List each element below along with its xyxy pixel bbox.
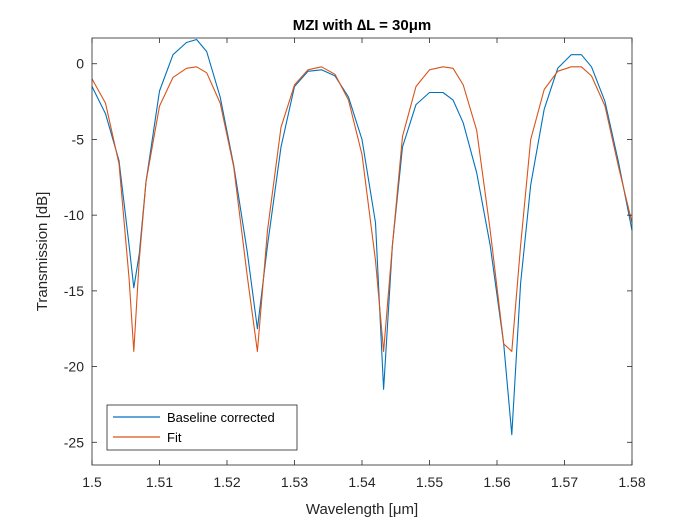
x-tick-label: 1.54 [348, 474, 375, 490]
y-tick-label: -5 [72, 131, 85, 147]
y-tick-label: -25 [64, 434, 84, 450]
x-axis-label: Wavelength [μm] [306, 501, 418, 518]
series-line-fit [91, 66, 633, 352]
y-axis-label: Transmission [dB] [34, 192, 51, 311]
x-tick-label: 1.55 [416, 474, 443, 490]
chart-title: MZI with ∆L = 30μm [293, 17, 432, 34]
x-tick-label: 1.57 [551, 474, 578, 490]
y-tick-label: 0 [76, 56, 84, 72]
axes-layer: 1.5 1.51 1.52 1.53 1.54 1.55 1.56 1.57 1.58 0 -5 -1… [64, 37, 646, 490]
legend-box [106, 404, 298, 451]
x-tick-label: 1.52 [213, 474, 240, 490]
y-tick-label: -10 [64, 207, 84, 223]
legend: Baseline corrected Fit [106, 404, 298, 451]
x-tick-label: 1.51 [146, 474, 173, 490]
series-layer [91, 38, 633, 436]
plot-area [92, 38, 632, 465]
y-tick-label: -20 [64, 359, 84, 375]
legend-label-baseline-corrected: Baseline corrected [167, 410, 275, 425]
y-tick-label: -15 [64, 283, 84, 299]
x-tick-label: 1.5 [82, 474, 102, 490]
series-line-baseline-corrected [91, 38, 633, 436]
x-tick-label: 1.53 [281, 474, 308, 490]
legend-label-fit: Fit [167, 430, 182, 445]
x-tick-label: 1.58 [618, 474, 645, 490]
x-tick-label: 1.56 [483, 474, 510, 490]
